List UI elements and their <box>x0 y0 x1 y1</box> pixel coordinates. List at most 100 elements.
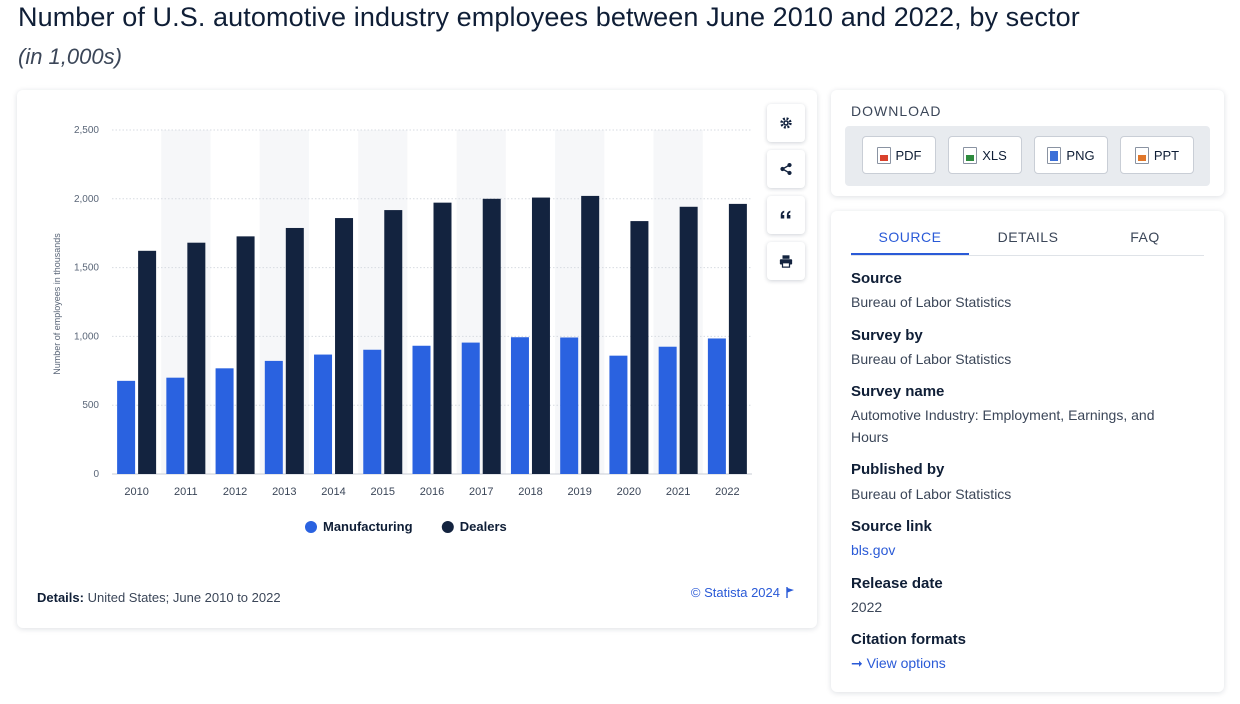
bar-manufacturing-2016[interactable] <box>412 345 431 474</box>
print-button[interactable] <box>767 242 805 280</box>
bar-manufacturing-2014[interactable] <box>314 354 333 474</box>
chart-details: Details: United States; June 2010 to 202… <box>37 590 281 605</box>
survey-name-label: Survey name <box>851 383 945 400</box>
png-file-icon <box>1047 146 1062 164</box>
x-tick-label: 2021 <box>666 486 690 498</box>
y-tick-label: 2,500 <box>74 125 99 136</box>
x-tick-label: 2018 <box>518 486 542 498</box>
download-ppt-label: PPT <box>1153 147 1180 163</box>
bar-manufacturing-2020[interactable] <box>609 355 628 474</box>
download-title: DOWNLOAD <box>851 103 942 119</box>
bar-manufacturing-2019[interactable] <box>560 337 579 474</box>
download-card: DOWNLOAD PDF XLS PNG PPT <box>831 90 1224 196</box>
x-tick-label: 2020 <box>617 486 641 498</box>
chart-card: 0 500 1,000 1,500 2,000 2,500 2010 2011 2012 201… <box>17 90 817 628</box>
copyright-text: © Statista 2024 <box>690 585 780 600</box>
arrow-right-icon: ➞ <box>851 655 863 671</box>
published-by-label: Published by <box>851 461 945 478</box>
bar-manufacturing-2017[interactable] <box>461 342 480 474</box>
source-value: Bureau of Labor Statistics <box>851 294 1012 310</box>
download-ppt-button[interactable]: PPT <box>1120 136 1194 174</box>
bar-dealers-2013[interactable] <box>285 227 304 474</box>
details-label: Details: <box>37 590 84 605</box>
x-tick-label: 2017 <box>469 486 493 498</box>
share-button[interactable] <box>767 150 805 188</box>
legend-item-dealers[interactable]: Dealers <box>460 519 507 534</box>
bar-manufacturing-2012[interactable] <box>215 368 234 474</box>
bar-dealers-2016[interactable] <box>433 202 452 474</box>
survey-name-value: Automotive Industry: Employment, Earning… <box>851 407 1155 445</box>
bar-manufacturing-2013[interactable] <box>264 360 283 474</box>
published-by-value: Bureau of Labor Statistics <box>851 486 1012 502</box>
bar-manufacturing-2021[interactable] <box>658 346 677 474</box>
bar-manufacturing-2015[interactable] <box>363 349 382 474</box>
legend: Manufacturing Dealers <box>305 519 507 534</box>
legend-swatch <box>441 521 454 533</box>
y-axis-label: Number of employees in thousands <box>52 233 62 375</box>
x-tick-label: 2013 <box>272 486 296 498</box>
bar-manufacturing-2018[interactable] <box>510 337 529 474</box>
page-subtitle: (in 1,000s) <box>18 44 122 69</box>
xls-file-icon <box>963 146 978 164</box>
source-card: SOURCE DETAILS FAQ Source Bureau of Labo… <box>831 211 1224 692</box>
quote-icon <box>780 210 791 219</box>
pdf-file-icon <box>876 146 891 164</box>
x-tick-label: 2016 <box>420 486 444 498</box>
x-tick-label: 2022 <box>715 486 739 498</box>
bar-dealers-2014[interactable] <box>335 218 354 474</box>
x-axis-labels: 2010 2011 2012 2013 2014 2015 2016 2017 2018 2019… <box>124 486 739 498</box>
release-date-label: Release date <box>851 575 943 592</box>
bar-dealers-2010[interactable] <box>138 250 157 474</box>
source-link[interactable]: bls.gov <box>851 542 896 558</box>
bar-dealers-2022[interactable] <box>728 203 747 474</box>
download-pdf-button[interactable]: PDF <box>862 136 936 174</box>
ppt-file-icon <box>1134 146 1149 164</box>
x-tick-label: 2015 <box>371 486 395 498</box>
download-tray: PDF XLS PNG PPT <box>845 126 1210 186</box>
settings-button[interactable] <box>767 104 805 142</box>
download-png-label: PNG <box>1066 147 1095 163</box>
download-xls-label: XLS <box>982 147 1007 163</box>
legend-item-manufacturing[interactable]: Manufacturing <box>323 519 413 534</box>
legend-swatch <box>305 521 317 533</box>
y-tick-label: 2,000 <box>74 194 99 205</box>
source-label: Source <box>851 270 902 287</box>
bar-dealers-2017[interactable] <box>482 198 501 475</box>
view-options-link[interactable]: ➞ View options <box>851 652 1191 674</box>
bar-dealers-2018[interactable] <box>531 197 550 475</box>
tab-details[interactable]: DETAILS <box>997 229 1059 245</box>
bar-manufacturing-2022[interactable] <box>707 338 726 474</box>
bar-dealers-2019[interactable] <box>581 195 600 474</box>
flag-icon <box>786 587 794 598</box>
bars <box>117 195 747 475</box>
survey-by-label: Survey by <box>851 327 923 344</box>
tab-faq[interactable]: FAQ <box>1130 229 1160 245</box>
y-tick-label: 1,000 <box>74 331 99 342</box>
copyright-link[interactable]: © Statista 2024 <box>691 585 795 600</box>
y-tick-label: 500 <box>82 400 99 411</box>
share-icon <box>780 162 792 176</box>
print-icon <box>779 255 793 268</box>
bar-dealers-2012[interactable] <box>236 236 255 474</box>
release-date-value: 2022 <box>851 599 883 615</box>
bar-manufacturing-2010[interactable] <box>117 380 136 474</box>
bar-manufacturing-2011[interactable] <box>166 377 185 474</box>
x-tick-label: 2010 <box>124 486 148 498</box>
download-png-button[interactable]: PNG <box>1034 136 1108 174</box>
gear-icon <box>780 117 792 129</box>
bar-dealers-2011[interactable] <box>187 242 206 474</box>
bar-dealers-2015[interactable] <box>384 210 403 474</box>
source-tabs: SOURCE DETAILS FAQ <box>851 229 1204 256</box>
x-tick-label: 2019 <box>567 486 591 498</box>
citation-formats-label: Citation formats <box>851 631 967 648</box>
cite-button[interactable] <box>767 196 805 234</box>
bar-dealers-2020[interactable] <box>630 221 649 474</box>
bar-dealers-2021[interactable] <box>679 206 698 474</box>
download-xls-button[interactable]: XLS <box>948 136 1022 174</box>
tab-source[interactable]: SOURCE <box>851 229 969 255</box>
download-pdf-label: PDF <box>895 147 922 163</box>
details-text: United States; June 2010 to 2022 <box>87 590 281 605</box>
x-tick-label: 2012 <box>223 486 247 498</box>
survey-by-value: Bureau of Labor Statistics <box>851 351 1012 367</box>
